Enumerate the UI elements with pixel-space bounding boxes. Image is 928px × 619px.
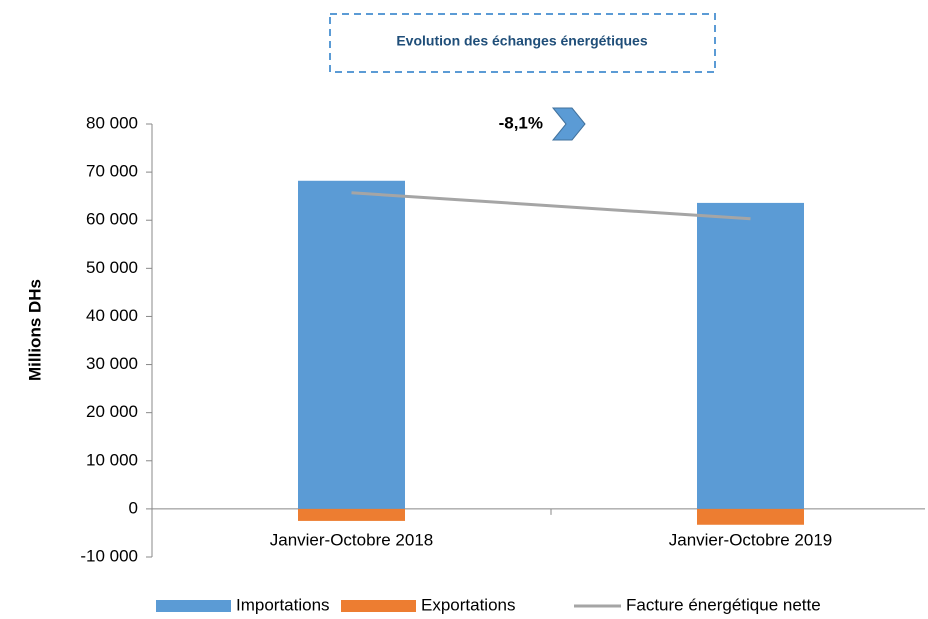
y-tick-label: 0 <box>129 498 138 517</box>
chevron <box>551 107 586 141</box>
y-tick-label: 80 000 <box>86 113 138 132</box>
bar <box>298 508 405 521</box>
line <box>351 191 751 221</box>
bar <box>697 508 804 525</box>
y-tick-label: 30 000 <box>86 354 138 373</box>
legend-label: Importations <box>236 595 330 614</box>
y-tick-label: 70 000 <box>86 162 138 181</box>
annotation: -8,1% <box>499 113 543 132</box>
y-tick-label: -10 000 <box>80 546 138 565</box>
x-tick-label: Janvier-Octobre 2019 <box>669 530 832 549</box>
title-box <box>329 13 716 73</box>
y-tick-label: 10 000 <box>86 450 138 469</box>
chart-title: Evolution des échanges énergétiques <box>396 33 648 49</box>
bar <box>298 180 405 509</box>
y-tick-label: 50 000 <box>86 258 138 277</box>
y-tick-label: 40 000 <box>86 306 138 325</box>
bar <box>697 202 804 509</box>
y-tick-label: 60 000 <box>86 210 138 229</box>
y-tick-label: 20 000 <box>86 402 138 421</box>
x-tick-label: Janvier-Octobre 2018 <box>270 530 433 549</box>
legend-label: Facture énergétique nette <box>626 595 821 614</box>
legend-swatch <box>341 600 416 612</box>
y-axis-label: Millions DHs <box>25 279 44 381</box>
legend-label: Exportations <box>421 595 516 614</box>
legend-swatch <box>156 600 231 612</box>
